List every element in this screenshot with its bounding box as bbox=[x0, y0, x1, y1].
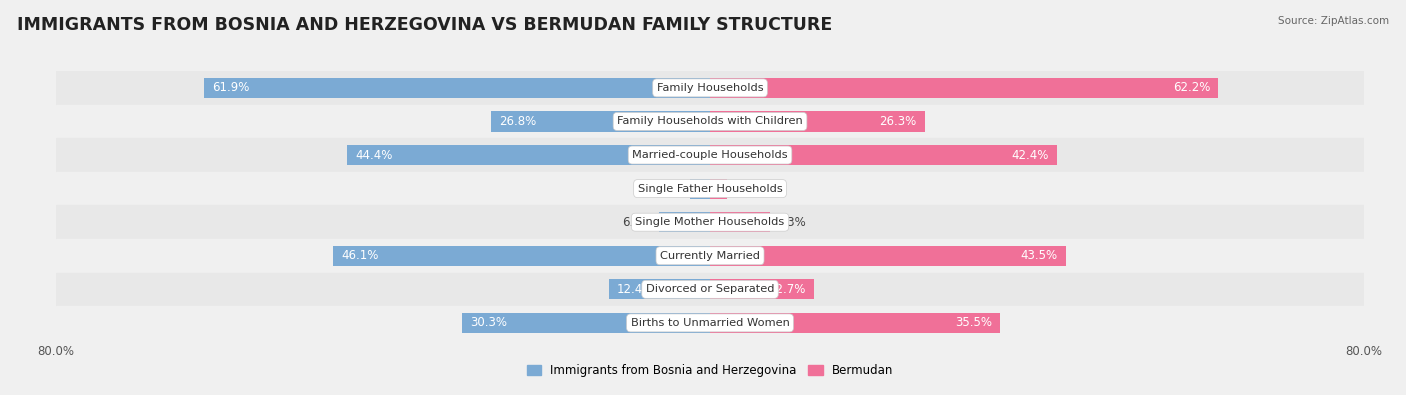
Bar bbox=[710, 145, 1056, 165]
Text: 6.3%: 6.3% bbox=[623, 216, 652, 229]
Bar bbox=[710, 179, 727, 199]
Text: Single Mother Households: Single Mother Households bbox=[636, 217, 785, 227]
Bar bbox=[56, 71, 1364, 105]
Text: 2.1%: 2.1% bbox=[734, 182, 763, 195]
Text: 2.4%: 2.4% bbox=[654, 182, 683, 195]
Text: Births to Unmarried Women: Births to Unmarried Women bbox=[631, 318, 789, 328]
Bar bbox=[463, 313, 710, 333]
Text: 61.9%: 61.9% bbox=[212, 81, 250, 94]
Text: IMMIGRANTS FROM BOSNIA AND HERZEGOVINA VS BERMUDAN FAMILY STRUCTURE: IMMIGRANTS FROM BOSNIA AND HERZEGOVINA V… bbox=[17, 16, 832, 34]
Bar bbox=[710, 111, 925, 132]
Bar bbox=[690, 179, 710, 199]
Text: 30.3%: 30.3% bbox=[471, 316, 508, 329]
Bar bbox=[710, 279, 814, 299]
Text: 7.3%: 7.3% bbox=[776, 216, 806, 229]
Legend: Immigrants from Bosnia and Herzegovina, Bermudan: Immigrants from Bosnia and Herzegovina, … bbox=[522, 360, 898, 382]
Text: Single Father Households: Single Father Households bbox=[638, 184, 782, 194]
Text: 42.4%: 42.4% bbox=[1011, 149, 1049, 162]
Bar bbox=[609, 279, 710, 299]
Text: 44.4%: 44.4% bbox=[356, 149, 392, 162]
Text: Family Households with Children: Family Households with Children bbox=[617, 117, 803, 126]
Bar bbox=[56, 172, 1364, 205]
Text: Currently Married: Currently Married bbox=[659, 251, 761, 261]
Text: 12.7%: 12.7% bbox=[768, 283, 806, 296]
Bar bbox=[56, 138, 1364, 172]
Bar bbox=[204, 78, 710, 98]
Bar bbox=[658, 212, 710, 232]
Text: Married-couple Households: Married-couple Households bbox=[633, 150, 787, 160]
Text: 62.2%: 62.2% bbox=[1173, 81, 1211, 94]
Bar bbox=[333, 246, 710, 266]
Text: Source: ZipAtlas.com: Source: ZipAtlas.com bbox=[1278, 16, 1389, 26]
Text: 26.8%: 26.8% bbox=[499, 115, 537, 128]
Bar bbox=[347, 145, 710, 165]
Bar bbox=[710, 246, 1066, 266]
Bar bbox=[710, 78, 1219, 98]
Bar bbox=[56, 205, 1364, 239]
Text: 43.5%: 43.5% bbox=[1021, 249, 1057, 262]
Text: 35.5%: 35.5% bbox=[955, 316, 993, 329]
Text: 12.4%: 12.4% bbox=[617, 283, 654, 296]
Bar bbox=[56, 273, 1364, 306]
Text: Family Households: Family Households bbox=[657, 83, 763, 93]
Bar bbox=[56, 306, 1364, 340]
Bar bbox=[56, 105, 1364, 138]
Bar bbox=[491, 111, 710, 132]
Text: 26.3%: 26.3% bbox=[880, 115, 917, 128]
Text: 46.1%: 46.1% bbox=[342, 249, 378, 262]
Bar bbox=[710, 212, 769, 232]
Bar bbox=[710, 313, 1000, 333]
Text: Divorced or Separated: Divorced or Separated bbox=[645, 284, 775, 294]
Bar bbox=[56, 239, 1364, 273]
